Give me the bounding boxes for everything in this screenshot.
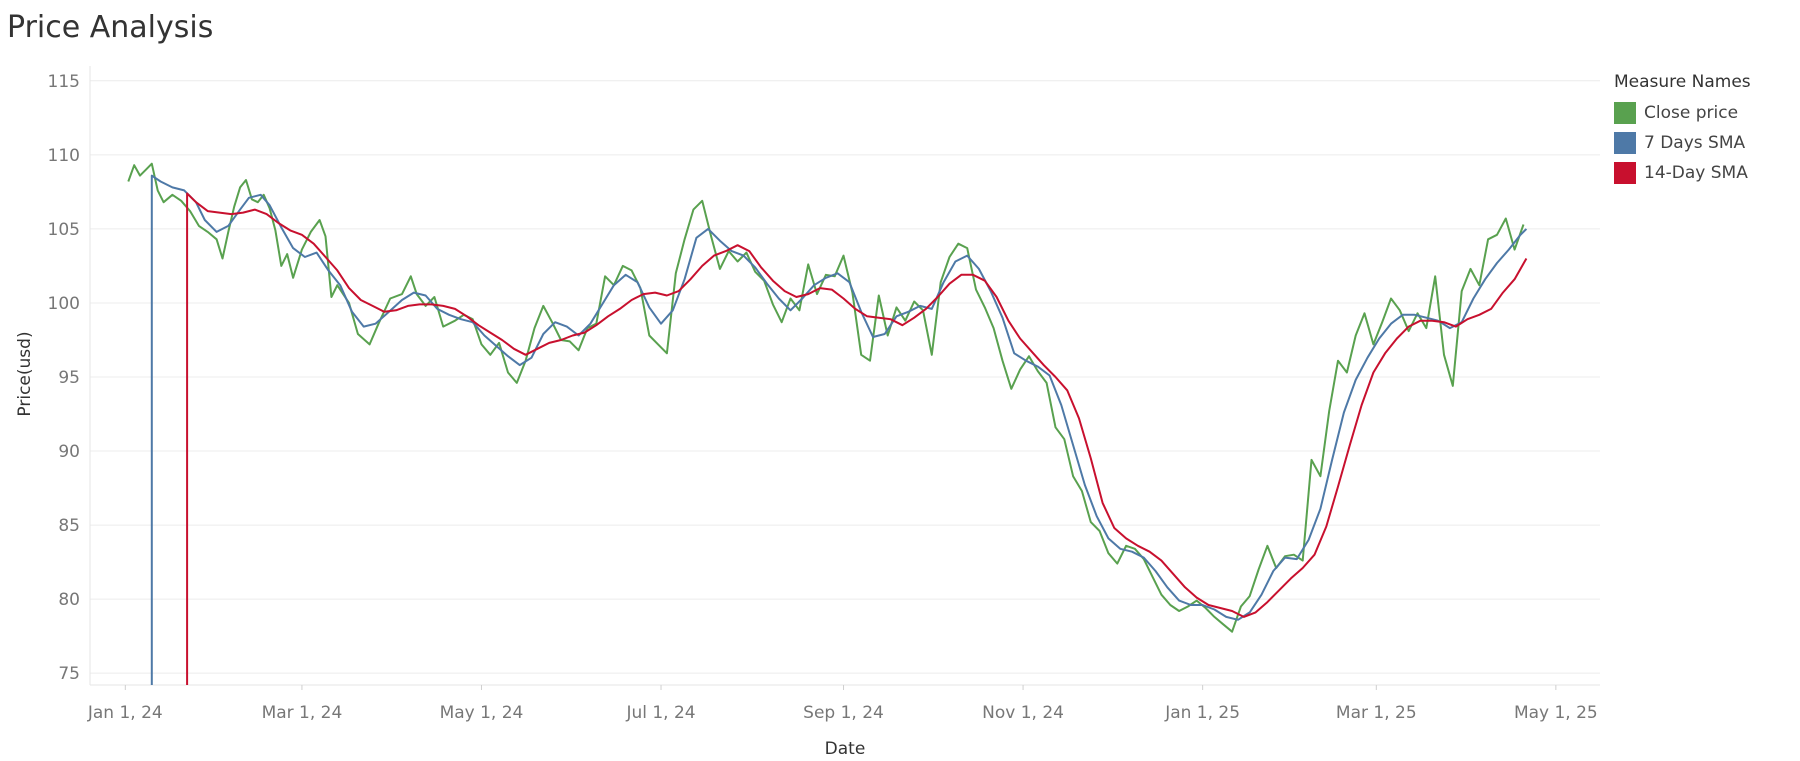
series-lines (127, 162, 1528, 685)
y-axis-ticks: 75 80 85 90 95 100 105 110 115 (48, 72, 80, 684)
legend-swatch (1614, 162, 1636, 184)
legend-item[interactable]: 14-Day SMA (1614, 158, 1751, 188)
x-tick-label: Sep 1, 24 (803, 703, 884, 723)
x-tick-label: Mar 1, 24 (262, 703, 343, 723)
x-tick-label: Jan 1, 25 (1164, 703, 1240, 723)
axes (89, 66, 1600, 686)
y-tick-label: 75 (58, 664, 80, 684)
x-tick-label: Jul 1, 24 (625, 703, 695, 723)
legend-title: Measure Names (1614, 72, 1751, 92)
y-tick-label: 110 (48, 146, 80, 166)
x-tick-label: Nov 1, 24 (982, 703, 1064, 723)
legend-swatch (1614, 102, 1636, 124)
legend-item[interactable]: Close price (1614, 98, 1751, 128)
legend-label: 7 Days SMA (1644, 133, 1746, 153)
y-tick-label: 85 (58, 516, 80, 536)
y-tick-label: 100 (48, 294, 80, 314)
legend-label: Close price (1644, 103, 1739, 123)
legend-swatch (1614, 132, 1636, 154)
x-tick-label: May 1, 25 (1514, 703, 1598, 723)
legend: Measure Names Close price 7 Days SMA 14-Da… (1614, 72, 1751, 188)
y-tick-label: 95 (58, 368, 80, 388)
x-axis-ticks: Jan 1, 24 Mar 1, 24 May 1, 24 Jul 1, 24 Sep … (87, 685, 1598, 723)
x-tick-label: May 1, 24 (440, 703, 524, 723)
legend-item[interactable]: 7 Days SMA (1614, 128, 1751, 158)
legend-items: Close price 7 Days SMA 14-Day SMA (1614, 98, 1751, 188)
series-line-7-days-sma (150, 174, 1528, 685)
y-tick-label: 90 (58, 442, 80, 462)
chart-title: Price Analysis (7, 10, 214, 45)
y-tick-label: 115 (48, 72, 80, 92)
y-axis-label: Price(usd) (15, 331, 35, 416)
legend-label: 14-Day SMA (1644, 163, 1748, 183)
series-line-14-day-sma (186, 192, 1528, 685)
y-tick-label: 80 (58, 590, 80, 610)
x-axis-label: Date (825, 739, 866, 759)
y-tick-label: 105 (48, 220, 80, 240)
x-tick-label: Jan 1, 24 (87, 703, 163, 723)
x-tick-label: Mar 1, 25 (1336, 703, 1417, 723)
series-line-close-price (127, 162, 1525, 633)
gridlines (90, 80, 1600, 674)
